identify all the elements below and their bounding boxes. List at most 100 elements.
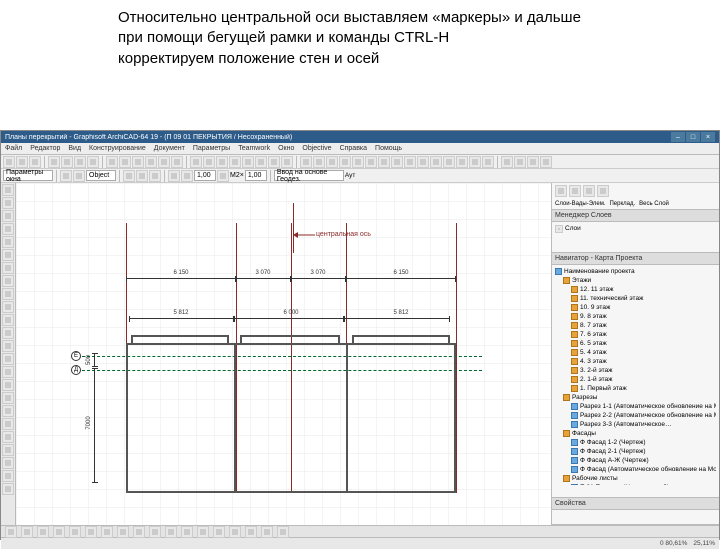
section-tool-icon[interactable]	[2, 457, 14, 469]
tool-icon[interactable]	[132, 156, 144, 168]
tool-icon[interactable]	[281, 156, 293, 168]
tool-icon[interactable]	[190, 156, 202, 168]
menu-view[interactable]: Вид	[68, 145, 81, 152]
text-tool-icon[interactable]	[2, 366, 14, 378]
tool-icon[interactable]	[242, 156, 254, 168]
tab-btn-icon[interactable]	[133, 526, 145, 538]
tree-item[interactable]: 2. 1-й этаж	[555, 375, 716, 384]
slab-tool-icon[interactable]	[2, 275, 14, 287]
tab-btn-icon[interactable]	[197, 526, 209, 538]
tool-icon[interactable]	[29, 156, 41, 168]
layer-btn-icon[interactable]	[597, 185, 609, 197]
fill-tool-icon[interactable]	[2, 379, 14, 391]
tree-item[interactable]: Ф Фасад (Автоматическое обновление на Мо…	[555, 465, 716, 474]
layer-opt[interactable]: Перклад.	[609, 201, 635, 207]
layer-field[interactable]: Параметры окна	[3, 170, 53, 181]
tree-item[interactable]: 1. Первый этаж	[555, 384, 716, 393]
tool-icon[interactable]	[217, 170, 229, 182]
tree-item[interactable]: П 01 Паллетр (Независимый)	[555, 483, 716, 485]
column-tool-icon[interactable]	[2, 249, 14, 261]
tab-btn-icon[interactable]	[149, 526, 161, 538]
menu-help[interactable]: Справка	[340, 145, 367, 152]
tool-icon[interactable]	[171, 156, 183, 168]
tool-icon[interactable]	[514, 156, 526, 168]
tool-icon[interactable]	[326, 156, 338, 168]
menu-params[interactable]: Параметры	[193, 145, 230, 152]
tree-item[interactable]: Этажи	[555, 276, 716, 285]
spline-tool-icon[interactable]	[2, 418, 14, 430]
tool-icon[interactable]	[300, 156, 312, 168]
tool-icon[interactable]	[540, 156, 552, 168]
tab-btn-icon[interactable]	[69, 526, 81, 538]
arc-tool-icon[interactable]	[2, 405, 14, 417]
tab-btn-icon[interactable]	[213, 526, 225, 538]
tool-icon[interactable]	[456, 156, 468, 168]
roof-tool-icon[interactable]	[2, 288, 14, 300]
tool-icon[interactable]	[73, 170, 85, 182]
tree-item[interactable]: 7. 6 этаж	[555, 330, 716, 339]
tab-btn-icon[interactable]	[85, 526, 97, 538]
tree-item[interactable]: 5. 4 этаж	[555, 348, 716, 357]
tool-icon[interactable]	[106, 156, 118, 168]
tool-icon[interactable]	[313, 156, 325, 168]
val-field[interactable]: 1,00	[245, 170, 267, 181]
tool-icon[interactable]	[48, 156, 60, 168]
tool-icon[interactable]	[136, 170, 148, 182]
layer-opt[interactable]: Весь Слой	[639, 201, 669, 207]
tree-item[interactable]: Ф Фасад 1-2 (Чертеж)	[555, 438, 716, 447]
arrow-tool-icon[interactable]	[2, 184, 14, 196]
menu-construct[interactable]: Конструирование	[89, 145, 146, 152]
tool-icon[interactable]	[60, 170, 72, 182]
tool-icon[interactable]	[430, 156, 442, 168]
beam-tool-icon[interactable]	[2, 262, 14, 274]
camera-tool-icon[interactable]	[2, 470, 14, 482]
dim-tool-icon[interactable]	[2, 353, 14, 365]
tool-icon[interactable]	[123, 170, 135, 182]
maximize-button[interactable]: □	[686, 132, 700, 142]
mode-radio[interactable]: Аут	[345, 172, 356, 179]
tree-item[interactable]: Фасады	[555, 429, 716, 438]
tree-item[interactable]: Ф Фасад 2-1 (Чертеж)	[555, 447, 716, 456]
tree-root[interactable]: Наименование проекта	[555, 267, 716, 276]
tree-item[interactable]: 4. 3 этаж	[555, 357, 716, 366]
door-tool-icon[interactable]	[2, 223, 14, 235]
tree-item[interactable]: 6. 5 этаж	[555, 339, 716, 348]
drawing-canvas[interactable]: центральная ось 6 150 3 070 3 070 6 150 …	[16, 183, 551, 525]
menu-window[interactable]: Окно	[278, 145, 294, 152]
tool-icon[interactable]	[87, 156, 99, 168]
menu-teamwork[interactable]: Teamwork	[238, 145, 270, 152]
tool-icon[interactable]	[3, 156, 15, 168]
tree-item[interactable]: Рабочие листы	[555, 474, 716, 483]
tab-btn-icon[interactable]	[245, 526, 257, 538]
window-tool-icon[interactable]	[2, 236, 14, 248]
line-tool-icon[interactable]	[2, 392, 14, 404]
layer-btn-icon[interactable]	[555, 185, 567, 197]
tool-icon[interactable]	[203, 156, 215, 168]
figure-tool-icon[interactable]	[2, 444, 14, 456]
menu-file[interactable]: Файл	[5, 145, 22, 152]
tool-icon[interactable]	[482, 156, 494, 168]
layer-opt[interactable]: Слои-Вады-Элем.	[555, 201, 605, 207]
grid-tool-icon[interactable]	[2, 483, 14, 495]
tool-icon[interactable]	[352, 156, 364, 168]
zone-tool-icon[interactable]	[2, 314, 14, 326]
tool-icon[interactable]	[339, 156, 351, 168]
tool-icon[interactable]	[501, 156, 513, 168]
tab-btn-icon[interactable]	[117, 526, 129, 538]
menu-edit[interactable]: Редактор	[30, 145, 60, 152]
minimize-button[interactable]: –	[671, 132, 685, 142]
tool-icon[interactable]	[168, 170, 180, 182]
coord-field[interactable]: 1,00	[194, 170, 216, 181]
tool-icon[interactable]	[255, 156, 267, 168]
tree-item[interactable]: Ф Фасад А-Ж (Чертеж)	[555, 456, 716, 465]
tool-icon[interactable]	[145, 156, 157, 168]
tool-icon[interactable]	[527, 156, 539, 168]
tab-btn-icon[interactable]	[181, 526, 193, 538]
object-tool-icon[interactable]	[2, 327, 14, 339]
tab-btn-icon[interactable]	[165, 526, 177, 538]
tree-item[interactable]: 3. 2-й этаж	[555, 366, 716, 375]
menu-document[interactable]: Документ	[154, 145, 185, 152]
tool-icon[interactable]	[365, 156, 377, 168]
tab-btn-icon[interactable]	[101, 526, 113, 538]
tree-item[interactable]: 8. 7 этаж	[555, 321, 716, 330]
